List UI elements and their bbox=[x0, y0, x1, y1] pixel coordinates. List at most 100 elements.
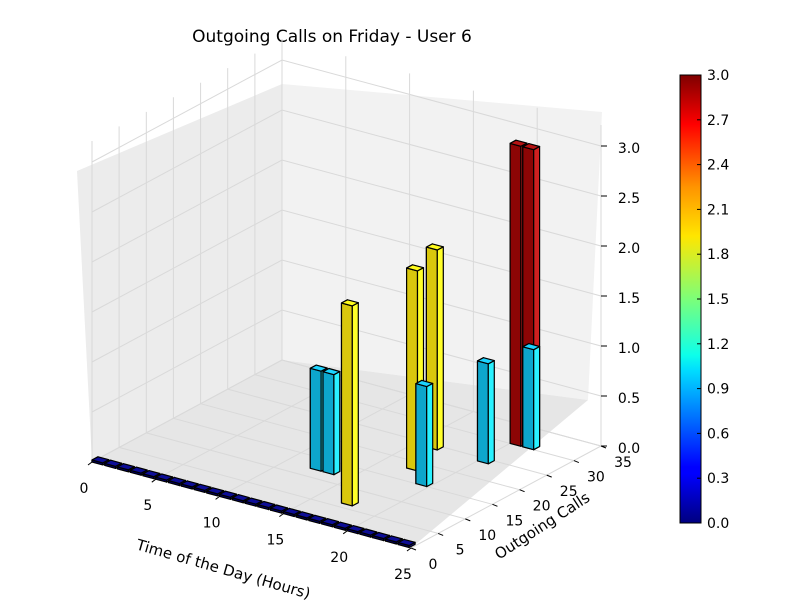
zero-bar-top bbox=[142, 470, 161, 478]
bar-8-front bbox=[322, 371, 335, 476]
zero-bar-top bbox=[180, 480, 199, 488]
floor-grid-x bbox=[410, 445, 602, 549]
colorbar-tick-label: 1.8 bbox=[707, 247, 729, 263]
x-tick-label: 15 bbox=[266, 533, 284, 549]
y-tick-label: 15 bbox=[505, 513, 523, 529]
axes: 0 5 10 15 20 25 0 5 10 15 20 25 30 350.0 0.5 1.0 1.5 2.0 2… bbox=[80, 141, 641, 583]
zero-bar-top bbox=[270, 504, 289, 512]
chart-title: Outgoing Calls on Friday - User 6 bbox=[192, 27, 472, 47]
zero-bar bbox=[129, 466, 148, 476]
bar-4-top bbox=[476, 357, 495, 365]
bar-6-front bbox=[415, 383, 428, 488]
x-tick-mark bbox=[342, 530, 348, 535]
x-tick-mark bbox=[279, 513, 284, 517]
zero-bar bbox=[295, 511, 314, 521]
zero-bar-top bbox=[282, 507, 301, 516]
zero-bar bbox=[321, 518, 340, 528]
bar-9-right bbox=[351, 302, 359, 507]
zero-bar-top bbox=[168, 476, 186, 485]
colorbar-tick-label: 1.5 bbox=[707, 292, 729, 308]
bar-4-right bbox=[487, 360, 495, 465]
zero-bar-top bbox=[397, 538, 416, 547]
y-tick-label: 25 bbox=[560, 484, 578, 500]
bar-7-front bbox=[309, 367, 322, 472]
x-tick-mark bbox=[406, 547, 412, 552]
zero-bar-top bbox=[231, 494, 250, 502]
zero-bar bbox=[359, 528, 378, 538]
y-tick-label: 10 bbox=[478, 528, 496, 544]
floor-grid-x bbox=[346, 428, 538, 532]
bar-5-top bbox=[406, 264, 425, 272]
y-tick-mark bbox=[465, 518, 471, 522]
y-tick-mark bbox=[410, 547, 417, 551]
zero-bar-top bbox=[372, 531, 391, 540]
zero-bar-top bbox=[155, 473, 174, 481]
bar-4-front bbox=[476, 360, 489, 465]
zero-bar-top bbox=[359, 528, 378, 536]
zero-bar-top bbox=[91, 456, 110, 464]
bar-8-top bbox=[322, 367, 341, 376]
y-tick-label: 5 bbox=[456, 542, 465, 558]
bar-6-top bbox=[415, 379, 434, 388]
bars bbox=[91, 139, 541, 549]
floor-grid-y bbox=[146, 432, 466, 520]
zero-bar-top bbox=[193, 483, 212, 491]
zero-bar-top bbox=[116, 463, 135, 471]
zero-bar-top bbox=[129, 466, 148, 474]
wall-grid-z bbox=[91, 159, 602, 263]
bar-7 bbox=[309, 364, 328, 472]
colorbar-tick-label: 3.0 bbox=[707, 68, 729, 84]
z-tick-label: 0.5 bbox=[618, 391, 640, 407]
colorbar-tick-label: 2.1 bbox=[707, 202, 729, 218]
floor-grid-y bbox=[118, 446, 439, 534]
x-tick-mark bbox=[151, 478, 157, 483]
x-axis-label: Time of the Day (Hours) bbox=[133, 535, 312, 600]
floor-grid-y bbox=[200, 403, 520, 491]
bar-3-right bbox=[436, 246, 444, 451]
colorbar-tick-label: 0.3 bbox=[707, 471, 729, 487]
x-tick-mark bbox=[215, 495, 220, 500]
zero-bar-top bbox=[321, 518, 340, 526]
x-tick-label: 25 bbox=[394, 567, 412, 583]
bar-3-top bbox=[425, 243, 444, 251]
y-tick-label: 0 bbox=[429, 557, 438, 573]
left-pane bbox=[77, 84, 282, 462]
wall-grid-z bbox=[91, 259, 602, 363]
zero-bar-top bbox=[244, 497, 263, 505]
z-tick-label: 1.5 bbox=[618, 291, 640, 307]
x-tick-label: 5 bbox=[143, 498, 152, 514]
zero-bar-top bbox=[257, 500, 276, 509]
z-tick-label: 2.0 bbox=[618, 241, 640, 257]
bar-7-top bbox=[309, 364, 328, 372]
bar-9-top bbox=[340, 299, 359, 307]
bar-2-right bbox=[533, 345, 541, 451]
zero-bar-top bbox=[295, 511, 314, 519]
zero-bar bbox=[104, 459, 123, 469]
colorbar-tick-label: 0.0 bbox=[707, 516, 729, 532]
wall-grid-z bbox=[91, 59, 602, 163]
bar-6-right bbox=[426, 382, 434, 488]
y-tick-mark bbox=[492, 503, 498, 507]
zero-bar-top bbox=[384, 535, 403, 543]
bar-2-front bbox=[522, 346, 535, 451]
y-tick-mark bbox=[573, 460, 580, 464]
wall-grid-z bbox=[91, 209, 602, 313]
zero-bar bbox=[308, 514, 327, 525]
colorbar: 0.0 0.3 0.6 0.9 1.2 1.5 1.8 2.1 2.4 2.7 3.0 bbox=[679, 68, 729, 532]
x-tick-label: 0 bbox=[80, 481, 89, 497]
zero-bar-top bbox=[104, 459, 123, 467]
colorbar-ticks: 0.0 0.3 0.6 0.9 1.2 1.5 1.8 2.1 2.4 2.7 3.0 bbox=[697, 68, 729, 532]
bar-4 bbox=[476, 357, 495, 465]
y-tick-mark bbox=[437, 532, 444, 536]
colorbar-tick-label: 2.7 bbox=[707, 113, 729, 129]
bar-9-front bbox=[340, 302, 353, 507]
bar-2-top bbox=[522, 343, 541, 351]
z-tick-label: 0.0 bbox=[618, 441, 640, 457]
zero-bar bbox=[219, 490, 237, 500]
z-tick-label: 2.5 bbox=[618, 191, 640, 207]
bar-8-right bbox=[333, 370, 341, 476]
wall-grid-z bbox=[91, 109, 602, 213]
y-tick-mark bbox=[519, 489, 525, 493]
bar-1-top bbox=[522, 143, 541, 151]
colorbar-tick-label: 0.6 bbox=[707, 426, 729, 442]
